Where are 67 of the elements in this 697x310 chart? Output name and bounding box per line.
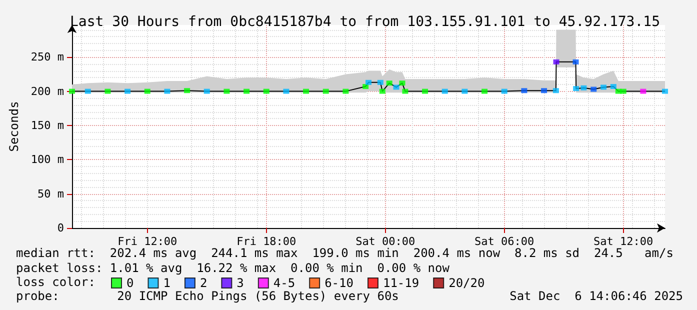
point [379,88,386,94]
legend-label: 6-10 [324,276,354,290]
point [124,88,131,94]
point [244,88,250,94]
point [572,59,579,64]
point [386,80,392,86]
text: median rtt: 202.4 ms avg 244.1 ms max 199.0 ms min 200.4 ms now 8.2 ms sd 24.5 am/s [16,246,674,260]
point [84,88,91,94]
x-tick-label: Fri 12:00 [118,235,178,248]
point [366,80,372,85]
legend-label: 1 [163,276,170,290]
point [144,88,150,94]
point [402,88,408,94]
point [283,88,290,94]
point [104,88,111,94]
point [224,88,230,94]
y-axis-title: Seconds [7,101,21,152]
point [541,88,548,94]
point [553,59,560,64]
y-tick-label: 50 m [38,187,64,200]
point [399,80,406,86]
point [377,80,384,85]
point [610,84,616,90]
text: probe: 20 ICMP Echo Pings (56 Bytes) every 60s [16,289,399,303]
point [393,84,400,90]
point [362,84,369,90]
x-tick-label: Fri 18:00 [236,235,296,248]
legend-label: 2 [200,276,208,290]
legend-label: 20/20 [448,276,485,290]
text: packet loss: 1.01 % avg 16.22 % max 0.00 % min 0.00 % now [16,261,450,275]
y-tick-label: 200 m [30,84,64,98]
y-tick-label: 250 m [30,50,64,64]
point [600,84,607,90]
point [303,88,310,94]
y-tick-label: 150 m [30,118,64,132]
point [501,88,508,94]
point [573,86,580,92]
point [442,88,448,94]
x-tick-label: Sat 06:00 [474,235,534,248]
point [590,86,597,92]
point [322,88,329,94]
text: Sat Dec 6 14:06:46 2025 [510,289,683,303]
point [662,88,668,94]
y-tick-label: 100 m [30,153,64,166]
point [580,85,587,90]
point [552,88,559,94]
legend-title: loss color: [16,275,96,289]
point [482,88,488,94]
legend-label: 3 [236,276,244,290]
x-tick-label: Sat 00:00 [356,235,416,248]
point [164,88,170,94]
point [521,88,528,94]
point [263,88,270,94]
point [342,88,349,94]
legend-label: 0 [126,276,134,290]
point [184,88,190,94]
x-tick-label: Sat 12:00 [594,235,654,248]
legend-label: 4-5 [273,276,296,290]
y-tick-label: 0 [57,222,64,234]
point [620,88,626,94]
point [422,88,428,94]
point [204,88,210,94]
legend-label: 11-19 [382,276,420,290]
point [640,88,646,94]
point [69,88,76,94]
point [462,88,468,94]
chart-title: Last 30 Hours from 0bc8415187b4 to from 103.155.91.101 to 45.92.173.15 [70,14,660,30]
